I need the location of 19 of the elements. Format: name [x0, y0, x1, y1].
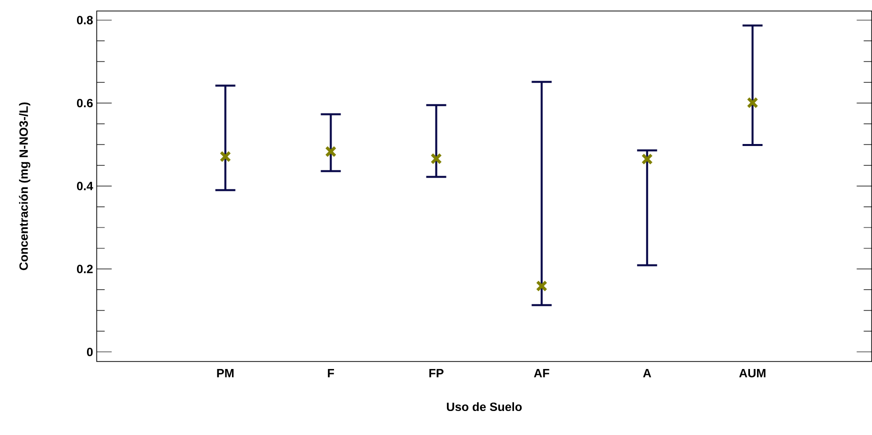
y-axis-title: Concentración (mg N-NO3-/L): [18, 102, 30, 270]
y-tick-label: 0.4: [76, 182, 94, 190]
point: [220, 150, 232, 162]
x-tick-label: A: [643, 369, 652, 378]
x-tick-label: AF: [534, 369, 550, 378]
x-tick-label: F: [328, 369, 334, 378]
point: [325, 146, 337, 158]
point: [430, 152, 442, 164]
point: [536, 280, 548, 292]
x-tick-label: PM: [217, 369, 234, 378]
x-axis-title: Uso de Suelo: [446, 402, 522, 412]
x-tick-label: AUM: [739, 369, 766, 378]
point: [641, 153, 653, 165]
x-tick-label: FP: [429, 369, 444, 378]
point: [746, 96, 758, 108]
y-tick-label: 0.2: [76, 264, 93, 274]
y-tick-label: 0.8: [76, 16, 93, 24]
y-tick-label: 0: [86, 348, 93, 356]
y-tick-label: 0.6: [76, 98, 93, 108]
